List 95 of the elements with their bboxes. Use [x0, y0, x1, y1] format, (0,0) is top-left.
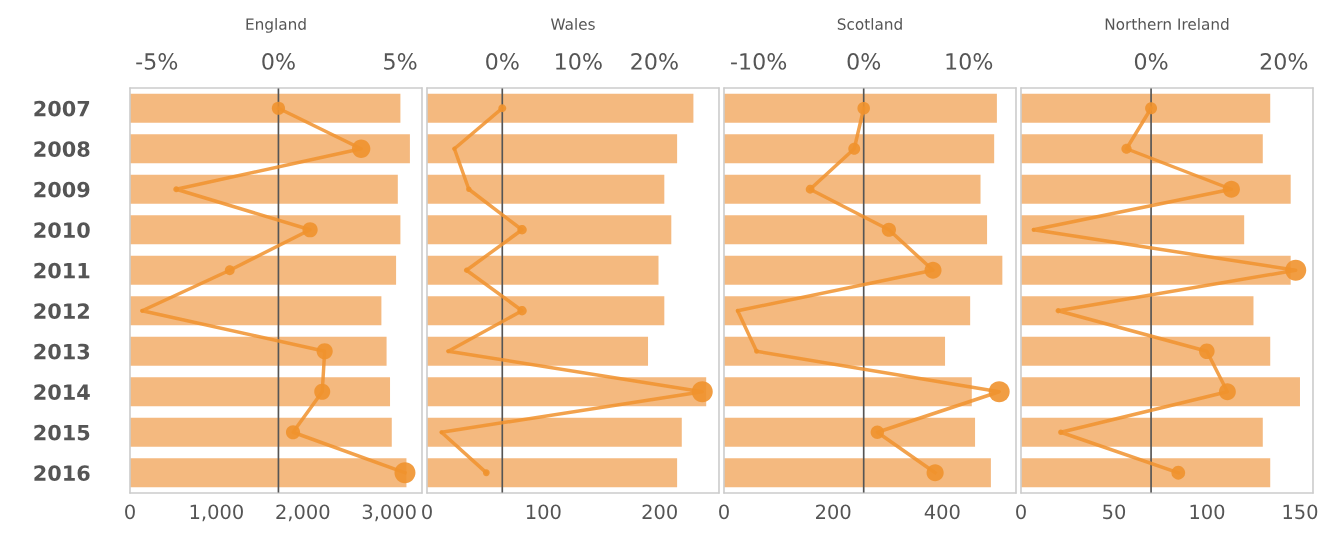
bar	[724, 377, 972, 407]
y-tick-label: 2010	[34, 222, 90, 238]
x-tick-label: 150	[1283, 504, 1318, 520]
x2-tick-label: 0%	[847, 53, 881, 70]
x2-tick-label: -5%	[136, 53, 178, 70]
x-tick-label: 100	[526, 504, 561, 520]
x2-tick-label: -10%	[731, 53, 787, 70]
x2-tick-label: 0%	[486, 53, 519, 70]
x-tick-label: 3,000	[362, 504, 416, 522]
x-tick-label: 50	[1103, 504, 1126, 520]
point	[452, 146, 457, 151]
x-tick-label: 0	[125, 504, 135, 520]
bar	[427, 255, 659, 285]
bar	[130, 255, 397, 285]
bar	[724, 134, 995, 164]
bar	[427, 134, 678, 164]
bar	[427, 458, 678, 488]
bar	[427, 296, 665, 326]
point	[463, 267, 470, 273]
x-tick-label: 200	[816, 504, 851, 520]
y-tick-label: 2013	[34, 343, 90, 360]
bar	[130, 458, 407, 488]
bar	[427, 174, 665, 204]
bar	[130, 336, 387, 366]
chart-title: Northern Ireland	[1105, 18, 1229, 30]
y-tick-label: 2011	[34, 262, 90, 279]
bar	[130, 377, 391, 407]
point	[1145, 102, 1158, 115]
bar	[130, 296, 382, 326]
point	[870, 425, 885, 439]
bar	[724, 296, 971, 326]
x-tick-label: 1,000	[190, 504, 243, 522]
bar	[724, 93, 997, 123]
x-tick-label: 0	[1016, 504, 1026, 520]
x2-tick-label: 0%	[262, 53, 295, 70]
bar	[427, 417, 682, 447]
bar	[724, 336, 946, 366]
point	[314, 383, 331, 400]
y-tick-label: 2016	[34, 465, 90, 481]
x-tick-label: 2,000	[276, 504, 330, 522]
x-tick-label: 0	[422, 504, 432, 520]
bar	[724, 417, 976, 447]
x2-tick-label: 10%	[556, 53, 602, 70]
x2-tick-label: 5%	[384, 53, 417, 70]
bar	[1021, 458, 1271, 488]
bar	[1021, 174, 1291, 204]
bar	[1021, 255, 1291, 285]
point	[302, 222, 318, 238]
x-tick-label: 0	[719, 504, 729, 520]
bar	[130, 93, 401, 123]
bar	[1021, 215, 1245, 245]
chart-title: Scotland	[837, 18, 902, 30]
x-tick-label: 100	[1190, 504, 1225, 520]
point	[881, 222, 897, 237]
x2-tick-label: 20%	[631, 53, 678, 70]
x2-tick-label: 20%	[1260, 53, 1308, 70]
y-tick-label: 2014	[34, 384, 90, 400]
point	[857, 101, 870, 115]
point	[1171, 465, 1186, 480]
bar	[724, 255, 1003, 285]
y-tick-label: 2015	[34, 424, 90, 441]
y-tick-label: 2012	[34, 303, 89, 319]
bar	[724, 215, 988, 245]
bar	[427, 336, 649, 366]
y-tick-label: 2007	[34, 100, 90, 117]
point	[482, 469, 490, 477]
x-tick-label: 400	[924, 504, 960, 520]
chart-title: England	[246, 18, 306, 33]
bar	[1021, 377, 1300, 407]
point	[848, 142, 861, 155]
chart-title: Wales	[550, 18, 595, 30]
x2-tick-label: 0%	[1134, 53, 1168, 70]
point	[271, 101, 286, 115]
x-tick-label: 200	[642, 504, 677, 520]
point	[446, 349, 451, 354]
bar	[427, 215, 672, 245]
bar	[1021, 296, 1254, 326]
bar	[427, 93, 694, 123]
bar	[1021, 93, 1271, 123]
bar	[724, 174, 981, 204]
bar	[724, 458, 991, 488]
y-tick-label: 2009	[34, 181, 90, 198]
x2-tick-label: 10%	[946, 53, 993, 70]
point	[466, 186, 472, 192]
bar	[130, 134, 410, 164]
bar	[130, 417, 392, 447]
y-tick-label: 2008	[34, 141, 90, 157]
bar	[1021, 336, 1271, 366]
point	[498, 104, 507, 113]
bar	[1021, 417, 1263, 447]
point	[285, 425, 301, 440]
bar	[1021, 134, 1263, 164]
bar	[130, 174, 398, 204]
point	[316, 343, 333, 360]
bar	[130, 215, 401, 245]
